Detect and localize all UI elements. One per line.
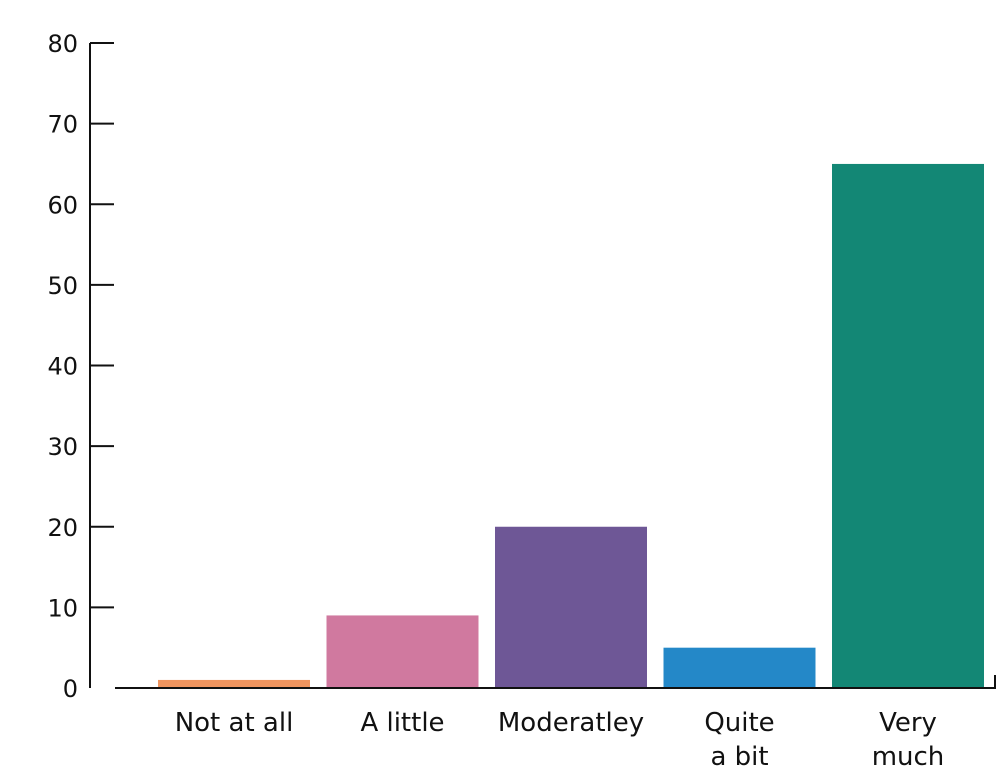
- x-tick-label: Very much: [872, 708, 945, 770]
- x-tick-label: Quite a bit: [704, 708, 774, 770]
- y-tick-label: 60: [47, 191, 78, 219]
- x-tick-label: A little: [360, 708, 444, 738]
- x-tick-label-line: a bit: [710, 742, 768, 770]
- x-tick-label-line: Very: [879, 708, 937, 738]
- x-tick-label-line: A little: [360, 708, 444, 738]
- y-axis: 0 10 20 30 40 50 60 70 80: [47, 30, 114, 703]
- bars: [158, 163, 984, 688]
- y-tick-label: 40: [47, 353, 78, 381]
- y-tick-label: 0: [63, 675, 78, 703]
- x-tick-label-line: Quite: [704, 708, 774, 738]
- bar: [663, 647, 816, 688]
- bar: [495, 526, 647, 688]
- y-tick-label: 10: [47, 594, 78, 622]
- y-tick-label: 80: [47, 30, 78, 58]
- x-tick-label-line: Not at all: [175, 708, 294, 738]
- x-tick-label: Moderatley: [498, 708, 644, 738]
- bar: [832, 163, 984, 688]
- x-tick-label: Not at all: [175, 708, 294, 738]
- y-tick-label: 50: [47, 272, 78, 300]
- y-tick-label: 20: [47, 514, 78, 542]
- x-axis: Not at all A little Moderatley Quite a bit Ve…: [115, 675, 996, 770]
- y-tick-label: 30: [47, 433, 78, 461]
- bar: [158, 679, 310, 688]
- x-tick-label-line: much: [872, 742, 945, 770]
- y-tick-label: 70: [47, 111, 78, 139]
- x-tick-label-line: Moderatley: [498, 708, 644, 738]
- bar: [326, 615, 479, 688]
